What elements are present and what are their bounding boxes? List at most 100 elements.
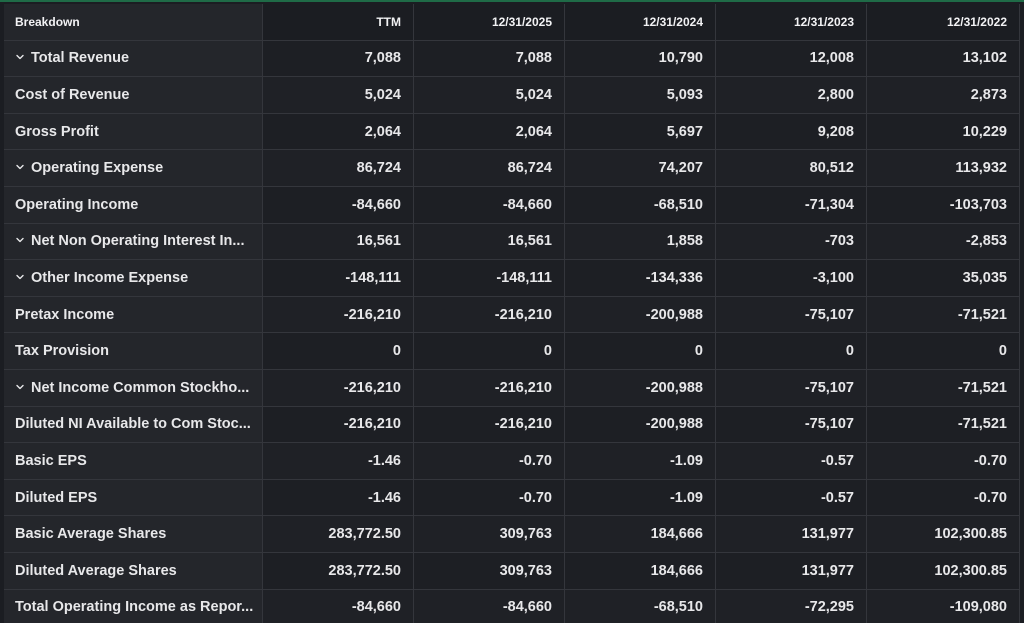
table-cell: 12,008 <box>716 40 867 78</box>
table-cell: 80,512 <box>716 150 867 187</box>
table-cell: -134,336 <box>565 260 716 297</box>
table-cell: 102,300.85 <box>867 516 1020 553</box>
row-label[interactable]: Net Non Operating Interest In... <box>4 223 263 261</box>
table-cell: -216,210 <box>263 406 414 444</box>
row-label[interactable]: Other Income Expense <box>4 260 263 297</box>
table-cell: -0.57 <box>716 443 867 480</box>
table-cell: -0.57 <box>716 479 867 517</box>
table-cell: 131,977 <box>716 516 867 553</box>
table-cell: -109,080 <box>867 589 1020 623</box>
column-header-2024: 12/31/2024 <box>565 4 716 41</box>
row-label: Gross Profit <box>4 113 263 151</box>
table-cell: -216,210 <box>414 406 565 444</box>
row-label-text: Total Revenue <box>31 50 130 67</box>
column-header-2022: 12/31/2022 <box>867 4 1020 41</box>
column-header-ttm: TTM <box>263 4 414 41</box>
row-label-text: Tax Provision <box>15 343 110 360</box>
table-cell: -84,660 <box>414 186 565 224</box>
chevron-down-icon[interactable] <box>16 383 24 391</box>
row-label: Diluted NI Available to Com Stoc... <box>4 406 263 444</box>
row-label-text: Net Income Common Stockho... <box>31 379 250 396</box>
table-cell: 309,763 <box>414 552 565 590</box>
table-cell: -200,988 <box>565 296 716 334</box>
table-cell: -216,210 <box>414 296 565 334</box>
table-cell: 2,064 <box>414 113 565 151</box>
table-cell: -103,703 <box>867 186 1020 224</box>
table-cell: -216,210 <box>263 296 414 334</box>
table-cell: 16,561 <box>263 223 414 261</box>
table-cell: 9,208 <box>716 113 867 151</box>
table-cell: -71,521 <box>867 406 1020 444</box>
table-cell: -84,660 <box>414 589 565 623</box>
row-label[interactable]: Operating Expense <box>4 150 263 187</box>
table-cell: -75,107 <box>716 296 867 334</box>
column-header-2025: 12/31/2025 <box>414 4 565 41</box>
table-cell: 131,977 <box>716 552 867 590</box>
table-cell: -0.70 <box>414 443 565 480</box>
table-cell: 86,724 <box>414 150 565 187</box>
column-header-2023: 12/31/2023 <box>716 4 867 41</box>
row-label-text: Basic EPS <box>15 452 87 469</box>
table-cell: -148,111 <box>263 260 414 297</box>
row-label: Basic Average Shares <box>4 516 263 553</box>
table-cell: -1.46 <box>263 479 414 517</box>
row-label: Diluted EPS <box>4 479 263 517</box>
table-cell: 283,772.50 <box>263 552 414 590</box>
table-cell: -216,210 <box>414 369 565 407</box>
table-cell: -200,988 <box>565 406 716 444</box>
table-cell: 0 <box>867 333 1020 370</box>
table-cell: -75,107 <box>716 406 867 444</box>
table-cell: 16,561 <box>414 223 565 261</box>
table-cell: -75,107 <box>716 369 867 407</box>
table-cell: 2,800 <box>716 77 867 114</box>
row-label-text: Pretax Income <box>15 306 115 323</box>
column-header-breakdown: Breakdown <box>4 4 263 41</box>
table-cell: 5,024 <box>263 77 414 114</box>
table-cell: -0.70 <box>867 443 1020 480</box>
table-cell: -2,853 <box>867 223 1020 261</box>
table-cell: 7,088 <box>414 40 565 78</box>
table-cell: 5,093 <box>565 77 716 114</box>
table-cell: -1.09 <box>565 443 716 480</box>
row-label-text: Diluted Average Shares <box>15 562 177 579</box>
table-cell: 7,088 <box>263 40 414 78</box>
table-cell: 102,300.85 <box>867 552 1020 590</box>
table-cell: 2,064 <box>263 113 414 151</box>
table-cell: -71,304 <box>716 186 867 224</box>
table-cell: 283,772.50 <box>263 516 414 553</box>
chevron-down-icon[interactable] <box>16 273 24 281</box>
table-cell: 5,697 <box>565 113 716 151</box>
table-cell: 10,790 <box>565 40 716 78</box>
table-cell: -200,988 <box>565 369 716 407</box>
table-cell: 35,035 <box>867 260 1020 297</box>
row-label-text: Net Non Operating Interest In... <box>31 233 245 250</box>
income-statement-table: Breakdown TTM 12/31/2025 12/31/2024 12/3… <box>4 4 1020 623</box>
row-label-text: Diluted EPS <box>15 489 98 506</box>
table-cell: 0 <box>414 333 565 370</box>
row-label-text: Gross Profit <box>15 123 99 140</box>
table-cell: 86,724 <box>263 150 414 187</box>
row-label-text: Total Operating Income as Repor... <box>15 599 254 616</box>
table-cell: -1.46 <box>263 443 414 480</box>
row-label[interactable]: Net Income Common Stockho... <box>4 369 263 407</box>
table-cell: -3,100 <box>716 260 867 297</box>
table-cell: -72,295 <box>716 589 867 623</box>
row-label: Tax Provision <box>4 333 263 370</box>
chevron-down-icon[interactable] <box>16 163 24 171</box>
row-label: Basic EPS <box>4 443 263 480</box>
chevron-down-icon[interactable] <box>16 53 24 61</box>
table-cell: -71,521 <box>867 296 1020 334</box>
table-cell: 0 <box>716 333 867 370</box>
table-cell: -216,210 <box>263 369 414 407</box>
table-cell: 74,207 <box>565 150 716 187</box>
row-label[interactable]: Total Revenue <box>4 40 263 78</box>
row-label-text: Operating Expense <box>31 160 164 177</box>
table-cell: -1.09 <box>565 479 716 517</box>
row-label-text: Cost of Revenue <box>15 86 130 103</box>
table-cell: 0 <box>263 333 414 370</box>
table-cell: 2,873 <box>867 77 1020 114</box>
table-cell: -68,510 <box>565 589 716 623</box>
chevron-down-icon[interactable] <box>16 236 24 244</box>
table-cell: -703 <box>716 223 867 261</box>
